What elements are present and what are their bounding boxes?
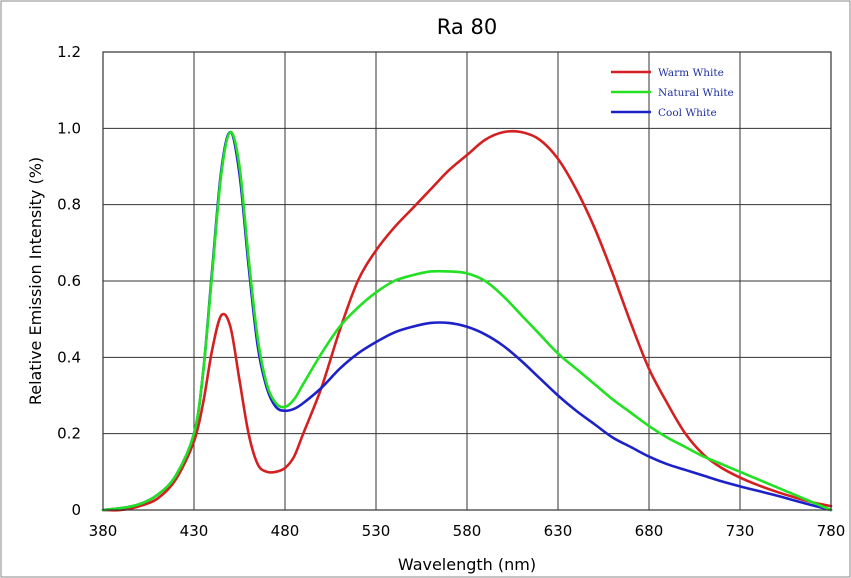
y-tick-label: 1.0	[57, 119, 81, 137]
x-tick-label: 680	[635, 522, 664, 540]
legend-label-natural-white: Natural White	[658, 87, 734, 99]
legend-label-cool-white: Cool White	[658, 107, 717, 119]
chart-title: Ra 80	[437, 15, 497, 39]
x-tick-label: 380	[89, 522, 118, 540]
y-tick-label: 0.6	[57, 272, 81, 290]
legend-label-warm-white: Warm White	[658, 67, 724, 79]
x-tick-label: 430	[180, 522, 209, 540]
x-tick-label: 530	[362, 522, 391, 540]
y-tick-label: 0.8	[57, 196, 81, 214]
y-axis-label: Relative Emission Intensity (%)	[26, 157, 45, 405]
x-tick-label: 780	[817, 522, 846, 540]
x-tick-label: 480	[271, 522, 300, 540]
y-tick-label: 1.2	[57, 43, 81, 61]
x-tick-label: 580	[453, 522, 482, 540]
x-tick-label: 630	[544, 522, 573, 540]
y-tick-label: 0.4	[57, 348, 81, 366]
y-tick-label: 0.2	[57, 425, 81, 443]
x-axis-label: Wavelength (nm)	[398, 555, 536, 574]
x-tick-label: 730	[726, 522, 755, 540]
y-tick-label: 0	[71, 501, 81, 519]
